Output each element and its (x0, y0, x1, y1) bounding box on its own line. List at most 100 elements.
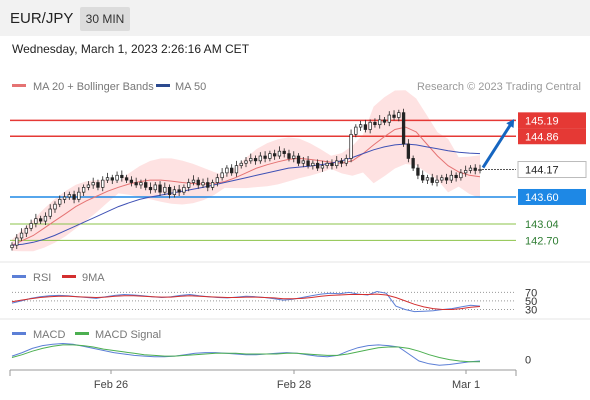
candle-body (29, 223, 33, 229)
candle-body (349, 133, 353, 159)
candle-body (358, 124, 363, 128)
support-label-bg-3 (518, 188, 586, 205)
candle-body (473, 167, 477, 171)
candle-body (206, 182, 210, 188)
candle-body (220, 172, 224, 179)
candle-body (320, 165, 325, 169)
candle-body (58, 199, 62, 205)
candle-body (177, 189, 181, 193)
candle-body (306, 160, 310, 167)
candle-body (225, 167, 229, 174)
macd-legend-swatch (12, 332, 26, 335)
candle-body (406, 143, 411, 159)
candle-body (53, 203, 57, 210)
x-axis: Feb 26 Feb 28 Mar 1 (94, 370, 480, 391)
timeframe-badge[interactable]: 30 MIN (80, 7, 130, 31)
ma50-legend-label: MA 50 (175, 81, 206, 93)
candle-body (273, 153, 277, 157)
candle-body (315, 162, 320, 169)
candle-body (282, 150, 286, 154)
rsi-line (11, 290, 481, 313)
candle-body (421, 174, 425, 181)
nine-ma-legend-swatch (62, 275, 76, 278)
candle-body (311, 162, 315, 167)
candle-body (67, 194, 71, 198)
candle-body (339, 160, 344, 164)
candle-body (101, 179, 105, 188)
candle-body (449, 174, 453, 181)
candle-body (258, 155, 262, 162)
target-label-4: 143.04 (525, 219, 559, 231)
candle-body (230, 167, 234, 174)
candle-body (187, 182, 191, 188)
candle-body (153, 184, 157, 191)
rsi-tick-30: 30 (525, 304, 537, 316)
candle-body (105, 177, 110, 181)
candle-body (134, 182, 138, 186)
main-panel: 145.19 144.86 144.17 143.60 143.04 142.70 (10, 90, 587, 252)
candle-body (249, 158, 253, 162)
nine-ma-line (11, 293, 481, 310)
rsi-legend-swatch (12, 275, 26, 278)
candle-body (158, 184, 162, 193)
resistance-label-bg-0 (518, 112, 586, 129)
target-label-5: 142.70 (525, 235, 559, 247)
candle-body (277, 150, 282, 157)
macd-legend-label: MACD (33, 329, 65, 341)
candle-body (86, 184, 91, 188)
candle-body (115, 174, 119, 181)
candle-body (373, 121, 377, 126)
ma20-legend-swatch (12, 84, 26, 87)
projection-arrow-head (506, 118, 515, 128)
candle-body (378, 119, 382, 126)
candle-body (48, 208, 52, 217)
candle-body (440, 177, 444, 181)
candle-body (411, 158, 415, 169)
rsi-legend-label: RSI (33, 272, 51, 284)
candle-body (435, 179, 439, 183)
candle-body (34, 218, 38, 224)
candle-body (43, 215, 48, 222)
candle-body (234, 165, 239, 174)
candle-body (139, 182, 143, 186)
candle-body (344, 158, 348, 164)
rsi-tick-50: 50 (525, 296, 537, 308)
candle-body (459, 172, 463, 179)
candle-body (10, 244, 14, 248)
candle-body (363, 124, 368, 130)
candle-body (454, 174, 458, 179)
resistance-label-1: 144.86 (525, 131, 559, 143)
candle-body (425, 177, 430, 181)
candle-body (392, 114, 396, 118)
ma50-legend-swatch (156, 84, 170, 87)
candle-body (301, 160, 305, 164)
candle-body (124, 177, 129, 181)
macd-line (11, 342, 481, 366)
candle-body (77, 191, 81, 200)
candle-body (15, 237, 19, 246)
candle-body (196, 179, 200, 186)
candle-body (215, 177, 219, 183)
rsi-tick-70: 70 (525, 287, 537, 299)
macd-signal-legend-swatch (75, 332, 89, 335)
candle-body (416, 167, 420, 176)
candle-body (191, 179, 196, 183)
last-price-label-bg (517, 161, 587, 179)
candle-body (397, 112, 401, 118)
candle-body (172, 189, 177, 195)
resistance-label-0: 145.19 (525, 115, 559, 127)
candle-body (239, 162, 243, 167)
candle-body (129, 179, 134, 183)
candle-body (464, 170, 468, 174)
projection-arrow-shaft (481, 121, 514, 169)
candle-body (210, 182, 215, 188)
macd-tick-0: 0 (525, 355, 531, 367)
candle-body (430, 177, 434, 183)
candle-body (96, 182, 100, 188)
candle-body (62, 196, 67, 200)
candle-body (91, 182, 95, 186)
support-label-3: 143.60 (525, 192, 559, 204)
candle-body (253, 158, 258, 162)
candle-body (72, 194, 76, 200)
